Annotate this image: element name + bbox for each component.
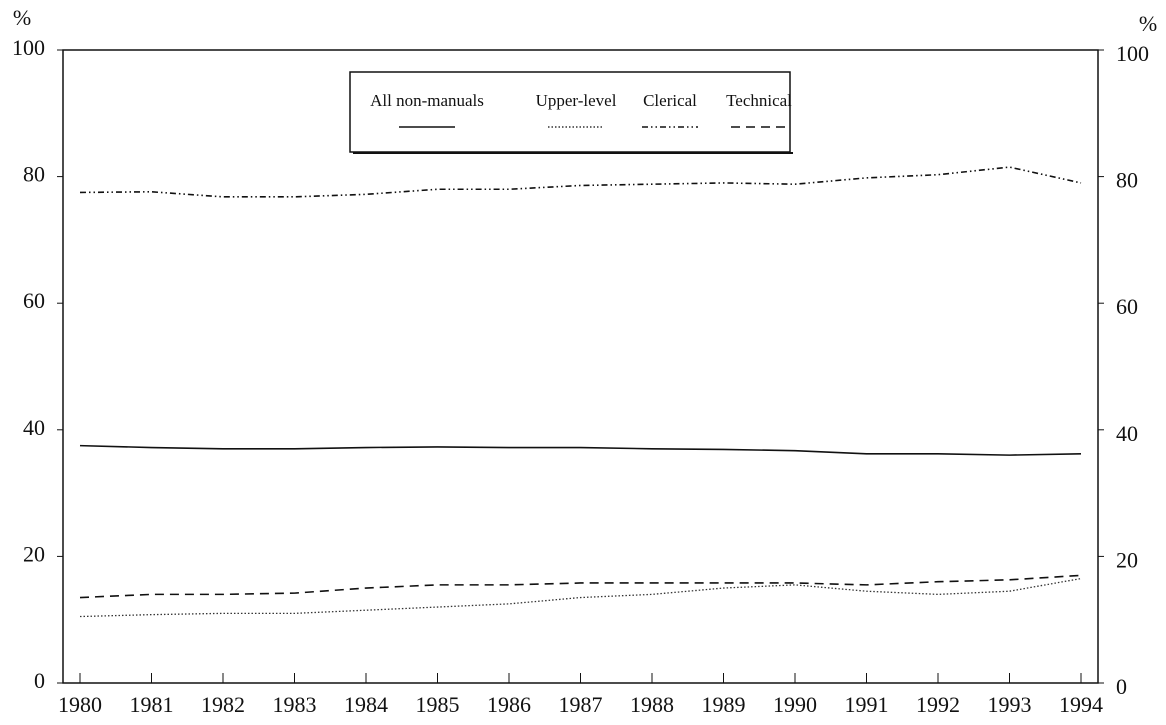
legend: All non-manuals Upper-level Clerical Techni… [349, 71, 793, 154]
x-tick-label: 1983 [273, 692, 317, 717]
y2-tick-label: 0 [1116, 674, 1127, 699]
x-tick-label: 1994 [1059, 692, 1103, 717]
x-tick-label: 1986 [487, 692, 531, 717]
y-tick-label: 20 [23, 541, 45, 566]
legend-box [349, 71, 791, 153]
x-tick-label: 1985 [416, 692, 460, 717]
series-line [79, 577, 1082, 618]
x-tick-label: 1993 [988, 692, 1032, 717]
legend-shadow [353, 152, 793, 154]
y2-tick-label: 80 [1116, 168, 1138, 193]
x-tick-label: 1991 [845, 692, 889, 717]
x-tick-label: 1981 [130, 692, 174, 717]
y-tick-label: 80 [23, 162, 45, 187]
series-line [79, 574, 1082, 599]
series-line [79, 444, 1082, 456]
y-tick-label: 100 [12, 35, 45, 60]
x-tick-label: 1980 [58, 692, 102, 717]
x-tick-label: 1982 [201, 692, 245, 717]
y2-tick-label: 60 [1116, 294, 1138, 319]
y-tick-label: 60 [23, 288, 45, 313]
y2-axis-label: % [1139, 11, 1157, 36]
y-tick-label: 40 [23, 415, 45, 440]
x-tick-label: 1988 [630, 692, 674, 717]
legend-label: Technical [726, 91, 792, 110]
x-tick-label: 1989 [702, 692, 746, 717]
y2-tick-label: 20 [1116, 547, 1138, 572]
x-tick-label: 1992 [916, 692, 960, 717]
y2-tick-label: 100 [1116, 41, 1149, 66]
series-line [79, 166, 1082, 198]
legend-label: All non-manuals [370, 91, 484, 110]
legend-label: Upper-level [536, 91, 617, 110]
y2-tick-label: 40 [1116, 421, 1138, 446]
y-tick-label: 0 [34, 668, 45, 693]
x-tick-label: 1990 [773, 692, 817, 717]
x-tick-label: 1984 [344, 692, 388, 717]
x-tick-label: 1987 [559, 692, 603, 717]
y-axis-label: % [13, 5, 31, 30]
legend-label: Clerical [643, 91, 697, 110]
